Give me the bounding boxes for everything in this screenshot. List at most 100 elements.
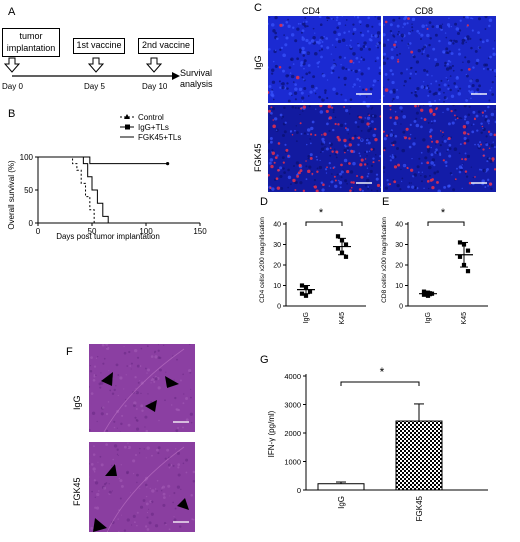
nucleus-dot — [356, 77, 360, 81]
nucleus-dot — [444, 61, 447, 65]
ytick-label: 10 — [273, 283, 281, 290]
nucleus-dot — [324, 168, 328, 171]
nucleus-dot — [422, 138, 426, 142]
tissue-speck — [128, 350, 131, 354]
nucleus-dot — [411, 17, 416, 22]
nucleus-dot — [352, 33, 355, 36]
nucleus-dot — [396, 53, 399, 57]
tissue-speck — [136, 364, 140, 368]
nucleus-dot — [403, 17, 407, 21]
stained-cell-dot — [473, 118, 476, 121]
nucleus-dot — [306, 143, 308, 146]
nucleus-dot — [478, 84, 481, 88]
panel-f-label: F — [66, 346, 73, 358]
nucleus-dot — [366, 105, 370, 108]
ifn-gamma-bar-chart: IFN-γ (pg/ml) * 0 1000 2000 3000 4000 IgG FGK4… — [267, 365, 488, 521]
tissue-speck — [90, 526, 94, 530]
tissue-speck — [123, 388, 125, 390]
nucleus-dot — [411, 23, 413, 25]
nucleus-dot — [389, 155, 391, 157]
stained-cell-dot — [268, 109, 271, 113]
nucleus-dot — [401, 148, 406, 153]
nucleus-dot — [391, 154, 394, 156]
nucleus-dot — [446, 107, 450, 111]
nucleus-dot — [376, 42, 379, 46]
nucleus-dot — [459, 87, 462, 90]
nucleus-dot — [377, 46, 379, 49]
nucleus-dot — [282, 167, 285, 170]
nucleus-dot — [383, 56, 385, 60]
nucleus-dot — [344, 83, 347, 86]
nucleus-dot — [427, 94, 430, 97]
tissue-speck — [91, 490, 94, 493]
tissue-speck — [157, 446, 161, 450]
nucleus-dot — [413, 173, 417, 177]
arrowhead-icon — [165, 376, 179, 388]
nucleus-dot — [345, 67, 348, 71]
nucleus-dot — [340, 93, 343, 96]
g-sig-bracket — [340, 381, 420, 386]
nucleus-dot — [313, 178, 317, 182]
nucleus-dot — [301, 50, 305, 54]
tissue-speck — [190, 396, 192, 399]
nucleus-dot — [392, 178, 395, 181]
stained-cell-dot — [431, 140, 434, 143]
tissue-speck — [137, 381, 140, 384]
nucleus-dot — [470, 90, 474, 94]
data-point — [335, 246, 341, 251]
arrow-day10 — [145, 57, 163, 73]
nucleus-dot — [344, 24, 347, 26]
stained-cell-dot — [366, 122, 370, 126]
nucleus-dot — [281, 85, 285, 90]
data-point — [335, 234, 341, 239]
nucleus-dot — [412, 55, 416, 59]
nucleus-dot — [347, 68, 350, 71]
nucleus-dot — [383, 137, 387, 141]
nucleus-dot — [486, 168, 489, 171]
nucleus-dot — [465, 98, 469, 102]
tissue-speck — [161, 485, 166, 489]
nucleus-dot — [330, 17, 333, 20]
nucleus-dot — [431, 25, 435, 29]
nucleus-dot — [459, 116, 461, 119]
nucleus-dot — [427, 150, 430, 153]
nucleus-dot — [449, 75, 452, 77]
nucleus-dot — [387, 183, 390, 186]
g-ytick-label: 1000 — [284, 458, 301, 467]
tissue-speck — [140, 404, 144, 408]
tissue-speck — [98, 490, 100, 492]
tissue-speck — [93, 470, 96, 473]
tissue-speck — [192, 479, 195, 483]
nucleus-dot — [360, 138, 363, 141]
stained-cell-dot — [393, 180, 397, 184]
tissue-speck — [147, 393, 149, 395]
nucleus-dot — [348, 138, 352, 142]
nucleus-dot — [411, 29, 414, 32]
nucleus-dot — [361, 33, 365, 37]
nucleus-dot — [448, 50, 451, 53]
nucleus-dot — [393, 140, 397, 144]
stained-cell-dot — [389, 108, 392, 111]
nucleus-dot — [374, 34, 378, 38]
nucleus-dot — [443, 96, 447, 100]
tissue-speck — [127, 442, 129, 444]
nucleus-dot — [432, 47, 436, 51]
nucleus-dot — [449, 88, 452, 92]
tissue-speck — [140, 392, 142, 394]
nucleus-dot — [467, 60, 471, 64]
tissue-speck — [185, 397, 188, 400]
nucleus-dot — [463, 118, 467, 121]
nucleus-dot — [314, 92, 317, 95]
stained-cell-dot — [274, 156, 278, 160]
nucleus-dot — [376, 56, 380, 60]
g-ytick-label: 4000 — [284, 372, 301, 381]
nucleus-dot — [443, 185, 447, 189]
tissue-speck — [103, 483, 107, 486]
nucleus-dot — [451, 121, 455, 125]
nucleus-dot — [304, 24, 307, 28]
stained-cell-dot — [275, 177, 279, 180]
nucleus-dot — [467, 38, 470, 41]
stained-cell-dot — [313, 185, 315, 188]
nucleus-dot — [367, 172, 370, 175]
cd8-scatter-chart: CD8 cells/ x200 magnification * 0 10 20 30 4… — [381, 207, 488, 325]
